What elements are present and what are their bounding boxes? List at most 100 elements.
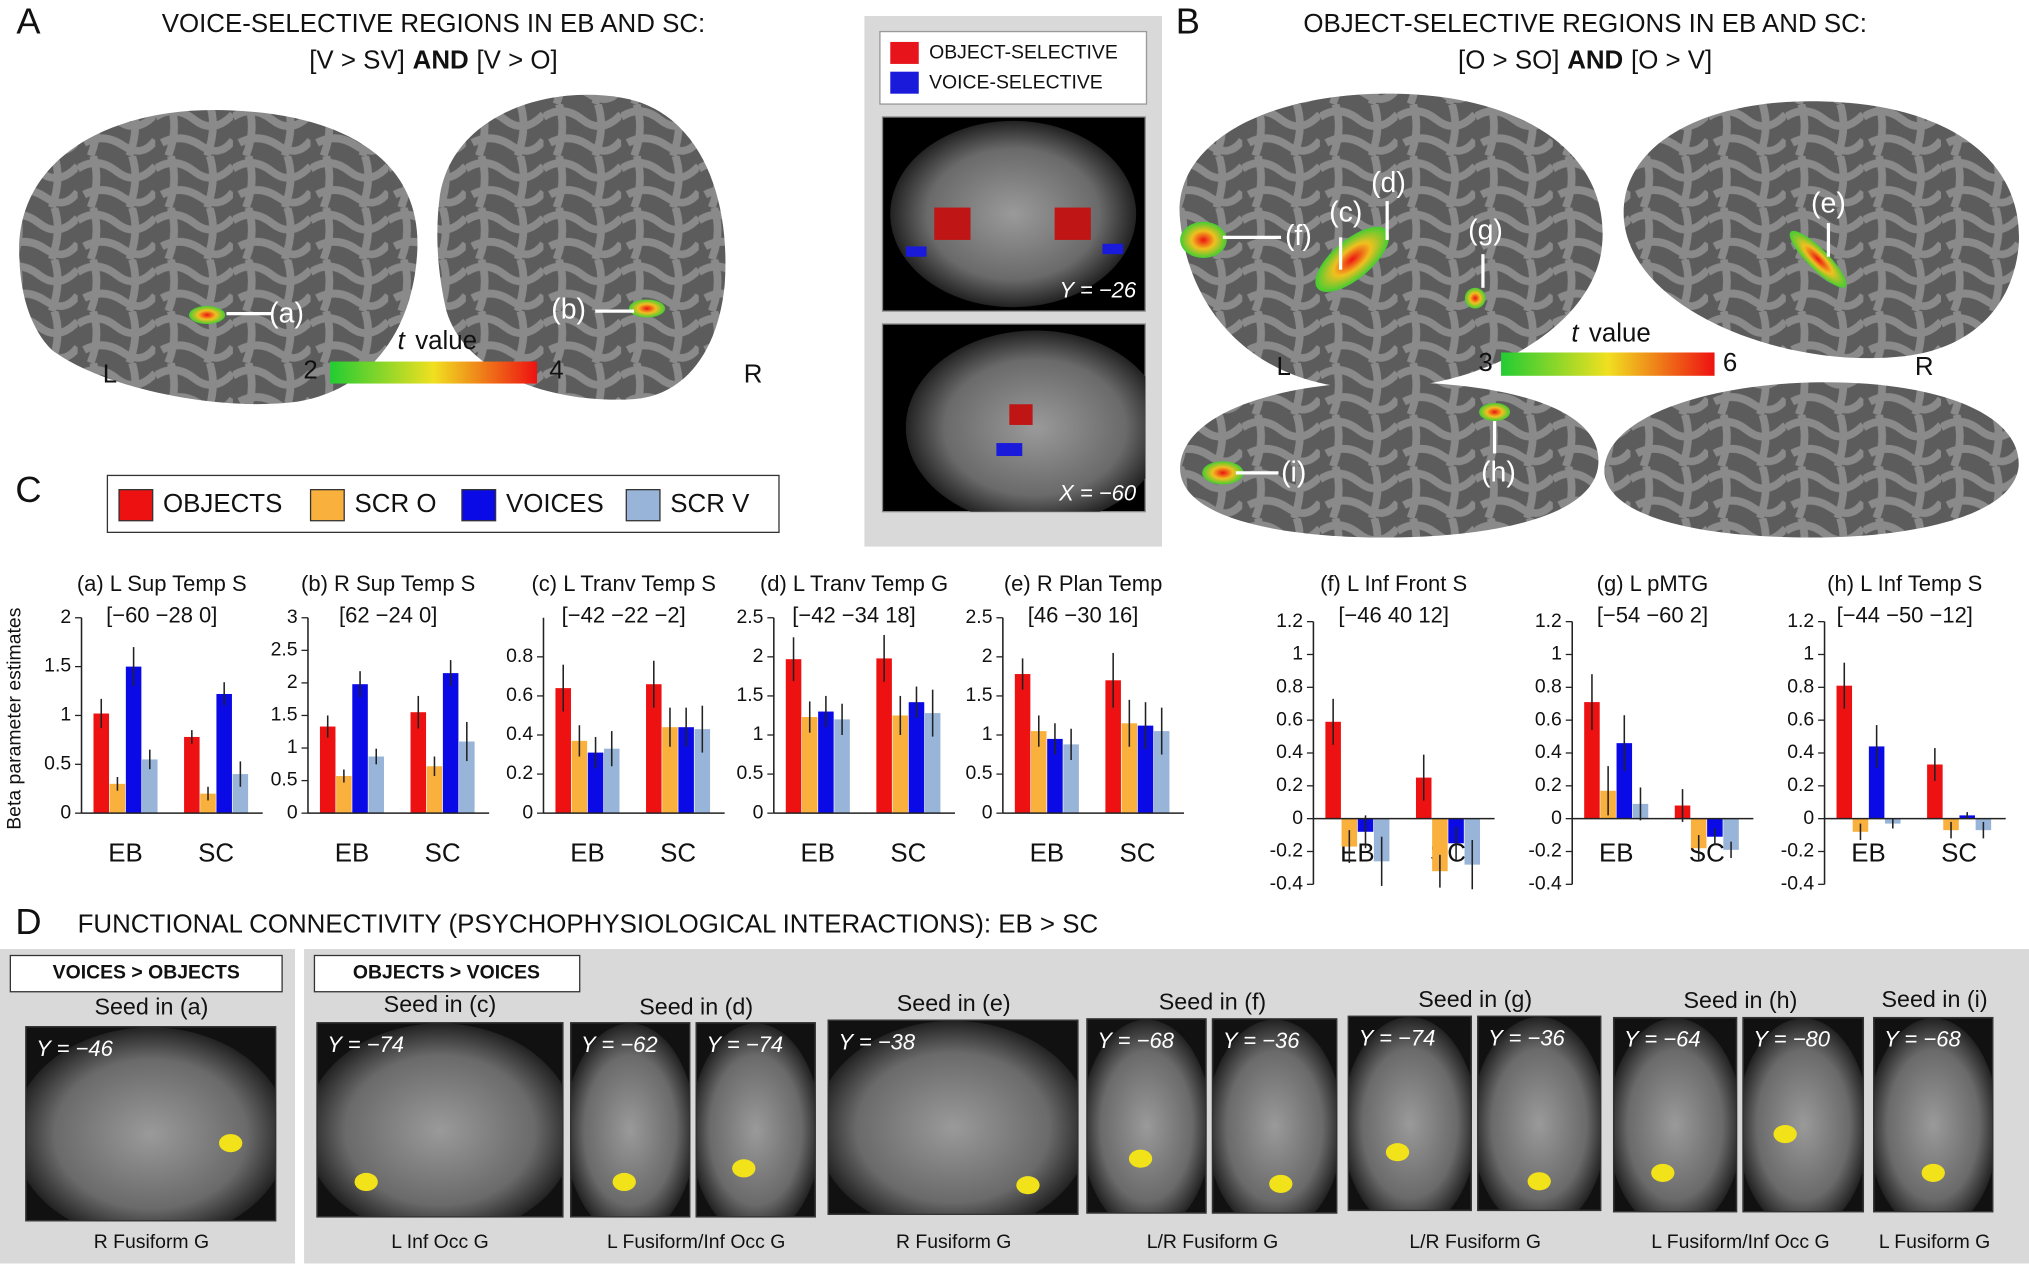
text: [−54 −60 2] [1597, 602, 1708, 627]
slice-brain [570, 1023, 690, 1217]
text: -0.2 [1528, 840, 1561, 862]
bar [459, 741, 475, 814]
text: (b) R Sup Temp S [301, 571, 475, 596]
slice-brain [1348, 1016, 1472, 1211]
text: 0.4 [506, 723, 533, 745]
text: [46 −30 16] [1028, 602, 1139, 627]
activation [1102, 243, 1124, 255]
text: L Inf Occ G [391, 1231, 488, 1253]
text: L/R Fusiform G [1147, 1231, 1279, 1253]
text: 0.5 [966, 762, 993, 784]
text: Y = −62 [581, 1032, 658, 1057]
bar [352, 684, 368, 814]
text: R [744, 361, 763, 389]
slice-edge [570, 1022, 691, 1218]
text: Seed in (g) [1418, 986, 1532, 1012]
text: Seed in (e) [897, 990, 1011, 1016]
bar [678, 727, 694, 814]
text: (g) L pMTG [1597, 571, 1709, 596]
bar [1063, 744, 1079, 814]
text: EB [1851, 839, 1886, 867]
slice-edge [827, 1019, 1079, 1215]
text: Y = −68 [1097, 1028, 1174, 1053]
brain-medial-right [1604, 382, 2019, 538]
text: Y = −74 [327, 1032, 404, 1057]
text: (d) [1371, 167, 1406, 199]
text: 0 [1292, 807, 1303, 829]
bar [1137, 725, 1154, 814]
bar [319, 726, 336, 814]
contrast-part: [O > SO] [1458, 46, 1559, 74]
bar [442, 673, 459, 814]
slice-brain [1743, 1018, 1864, 1212]
text: VOICES > OBJECTS [53, 962, 240, 984]
text: 0.6 [1787, 708, 1814, 730]
text: [−42 −22 −2] [562, 602, 686, 627]
legend-swatch [890, 41, 919, 64]
slice-brain [890, 120, 1137, 308]
activation [612, 1172, 636, 1192]
text: 0.6 [1535, 708, 1562, 730]
activation [1202, 461, 1244, 485]
text: 1 [1803, 643, 1814, 665]
text: 0.6 [506, 684, 533, 706]
bar [1927, 764, 1943, 819]
legend-swatch [309, 489, 345, 522]
bar [232, 774, 249, 814]
text: SC [198, 839, 234, 867]
text: (d) L Tranv Temp G [760, 571, 948, 596]
text: Y = −46 [36, 1036, 113, 1061]
bar [1121, 723, 1138, 814]
text: (f) L Inf Front S [1320, 571, 1467, 596]
bar [1584, 702, 1600, 819]
text: R [1915, 353, 1934, 381]
text: 1.5 [736, 684, 763, 706]
text: C [15, 469, 41, 510]
text: 0 [287, 801, 298, 823]
text: EB [1030, 839, 1065, 867]
text: SCR V [670, 490, 750, 518]
text: A [16, 0, 41, 41]
slice-edge [25, 1026, 277, 1222]
text: [−44 −50 −12] [1837, 602, 1973, 627]
text: 0 [753, 801, 764, 823]
activation [1269, 1174, 1293, 1193]
text: 1.2 [1535, 610, 1562, 632]
scale-label-text: value [1589, 319, 1651, 347]
text: 2 [60, 606, 71, 628]
text: OBJECT-SELECTIVE [929, 42, 1118, 64]
text: 2 [753, 645, 764, 667]
text: 0.2 [1535, 774, 1562, 796]
text: Y = −68 [1884, 1027, 1961, 1052]
text: 0 [1803, 807, 1814, 829]
contrast-part: AND [1567, 46, 1623, 74]
activation [188, 305, 226, 325]
text: 0 [982, 801, 993, 823]
scale-label-t: t [398, 327, 407, 355]
text: (h) L Inf Temp S [1827, 571, 1982, 596]
legend-swatch [625, 489, 661, 522]
text: Y = −80 [1753, 1027, 1830, 1052]
bar [908, 702, 925, 814]
text: 1 [982, 723, 993, 745]
slice-edge [1086, 1018, 1207, 1214]
text: R Fusiform G [94, 1231, 209, 1253]
bar [1723, 818, 1739, 850]
activation [1527, 1172, 1551, 1191]
bar [646, 684, 662, 814]
text: Y = −74 [1359, 1025, 1436, 1050]
text: -0.4 [1270, 872, 1304, 894]
slice-edge [1612, 1016, 1738, 1213]
contrast: [O > SO] AND [O > V] [1458, 46, 1712, 74]
text: FUNCTIONAL CONNECTIVITY (PSYCHOPHYSIOLOG… [78, 911, 1099, 939]
text: 1 [753, 723, 764, 745]
slice-brain [1212, 1019, 1337, 1214]
text: 0 [522, 801, 533, 823]
bar [1047, 738, 1063, 814]
brain-left [19, 109, 418, 405]
text: D [15, 901, 41, 942]
text: SC [1119, 839, 1155, 867]
text: 0.8 [1276, 675, 1303, 697]
text: Seed in (c) [384, 991, 497, 1017]
